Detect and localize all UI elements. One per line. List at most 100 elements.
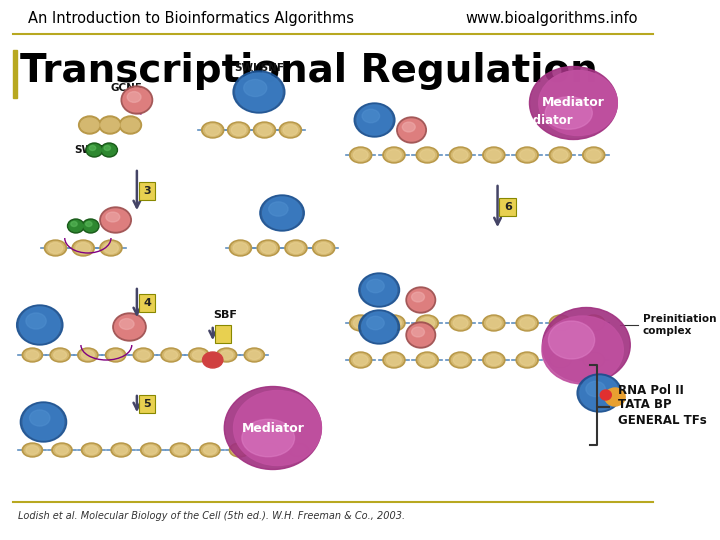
- Ellipse shape: [102, 241, 120, 254]
- Ellipse shape: [485, 148, 503, 161]
- Text: Preinitiation
complex: Preinitiation complex: [643, 314, 716, 336]
- Ellipse shape: [24, 349, 41, 361]
- Ellipse shape: [586, 381, 606, 397]
- Ellipse shape: [520, 150, 534, 160]
- Ellipse shape: [354, 354, 368, 366]
- Ellipse shape: [420, 318, 435, 328]
- Ellipse shape: [582, 147, 605, 163]
- FancyArrowPatch shape: [210, 328, 216, 338]
- Ellipse shape: [545, 97, 593, 129]
- Ellipse shape: [137, 350, 150, 360]
- Ellipse shape: [577, 374, 621, 412]
- Ellipse shape: [76, 242, 91, 253]
- Ellipse shape: [518, 148, 536, 161]
- Ellipse shape: [104, 145, 110, 151]
- Text: 6: 6: [504, 201, 512, 212]
- Ellipse shape: [586, 150, 601, 160]
- Ellipse shape: [259, 443, 279, 457]
- Ellipse shape: [140, 443, 161, 457]
- Ellipse shape: [487, 318, 501, 328]
- Ellipse shape: [261, 242, 276, 253]
- Ellipse shape: [263, 197, 302, 229]
- Ellipse shape: [312, 240, 335, 256]
- Ellipse shape: [412, 292, 425, 302]
- Ellipse shape: [387, 150, 401, 160]
- Ellipse shape: [418, 316, 436, 329]
- Ellipse shape: [113, 313, 146, 341]
- Ellipse shape: [283, 125, 298, 136]
- Ellipse shape: [22, 348, 42, 362]
- Ellipse shape: [586, 354, 601, 366]
- Ellipse shape: [79, 349, 96, 361]
- Ellipse shape: [233, 446, 246, 455]
- Ellipse shape: [485, 316, 503, 329]
- Ellipse shape: [287, 241, 305, 254]
- Ellipse shape: [204, 124, 222, 137]
- Ellipse shape: [85, 446, 98, 455]
- Ellipse shape: [354, 103, 395, 137]
- Ellipse shape: [199, 443, 220, 457]
- Text: An Introduction to Bioinformatics Algorithms: An Introduction to Bioinformatics Algori…: [28, 10, 354, 25]
- Ellipse shape: [357, 105, 392, 135]
- Ellipse shape: [72, 240, 94, 256]
- Ellipse shape: [114, 446, 127, 455]
- Ellipse shape: [84, 220, 98, 232]
- Ellipse shape: [402, 122, 415, 132]
- Ellipse shape: [231, 241, 250, 254]
- Ellipse shape: [539, 71, 617, 136]
- Ellipse shape: [520, 318, 534, 328]
- Ellipse shape: [383, 352, 405, 368]
- Ellipse shape: [418, 148, 436, 161]
- Ellipse shape: [351, 148, 370, 161]
- Ellipse shape: [46, 241, 65, 254]
- Ellipse shape: [104, 242, 118, 253]
- Ellipse shape: [553, 354, 568, 366]
- Ellipse shape: [420, 150, 435, 160]
- Ellipse shape: [315, 241, 333, 254]
- Ellipse shape: [520, 354, 534, 366]
- Ellipse shape: [189, 348, 209, 362]
- Ellipse shape: [230, 443, 250, 457]
- Ellipse shape: [111, 443, 131, 457]
- Ellipse shape: [585, 148, 603, 161]
- Ellipse shape: [416, 147, 438, 163]
- Ellipse shape: [233, 242, 248, 253]
- Ellipse shape: [289, 242, 303, 253]
- Ellipse shape: [81, 350, 94, 360]
- Ellipse shape: [384, 354, 403, 367]
- Ellipse shape: [74, 241, 92, 254]
- Ellipse shape: [487, 354, 501, 366]
- Ellipse shape: [366, 279, 384, 293]
- Ellipse shape: [81, 443, 102, 457]
- Ellipse shape: [412, 327, 425, 337]
- Text: Mediator: Mediator: [241, 422, 305, 435]
- FancyArrowPatch shape: [133, 289, 140, 314]
- Ellipse shape: [78, 116, 101, 134]
- Ellipse shape: [101, 118, 120, 132]
- Ellipse shape: [406, 287, 436, 313]
- Ellipse shape: [121, 118, 140, 132]
- Ellipse shape: [259, 241, 277, 254]
- Ellipse shape: [316, 242, 331, 253]
- Ellipse shape: [50, 348, 71, 362]
- Ellipse shape: [191, 349, 207, 361]
- Ellipse shape: [351, 316, 370, 329]
- Ellipse shape: [549, 315, 572, 331]
- Ellipse shape: [542, 307, 630, 382]
- Ellipse shape: [350, 315, 372, 331]
- Ellipse shape: [279, 122, 302, 138]
- Ellipse shape: [453, 354, 468, 366]
- Ellipse shape: [350, 147, 372, 163]
- Ellipse shape: [359, 310, 400, 344]
- Ellipse shape: [242, 419, 294, 457]
- Ellipse shape: [516, 315, 539, 331]
- Ellipse shape: [552, 148, 570, 161]
- Ellipse shape: [416, 352, 438, 368]
- Ellipse shape: [45, 240, 66, 256]
- Ellipse shape: [256, 124, 274, 137]
- FancyBboxPatch shape: [139, 395, 156, 413]
- Ellipse shape: [220, 350, 233, 360]
- FancyArrowPatch shape: [133, 396, 140, 409]
- Text: RNA Pol II
TATA BP
GENERAL TFs: RNA Pol II TATA BP GENERAL TFs: [618, 383, 706, 427]
- Text: 4: 4: [143, 298, 151, 308]
